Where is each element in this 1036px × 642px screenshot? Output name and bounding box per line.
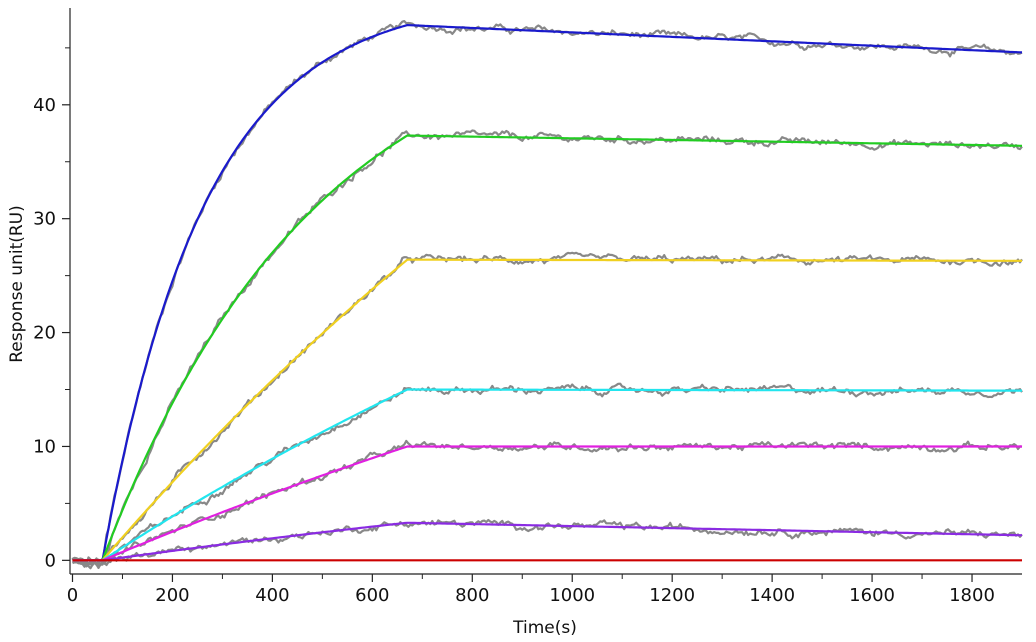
y-tick-label: 0 — [45, 550, 56, 571]
x-tick-label: 800 — [455, 585, 489, 606]
measured-trace-2 — [72, 129, 1023, 569]
measured-trace-4 — [71, 382, 1023, 568]
fit-curve-6 — [72, 521, 1023, 562]
measured-trace-1 — [71, 20, 1023, 566]
x-tick-label: 1400 — [749, 585, 795, 606]
y-tick-label: 30 — [33, 209, 56, 230]
y-tick-label: 10 — [33, 436, 56, 457]
fit-curve-4 — [72, 388, 1022, 562]
fit-curve-2 — [72, 134, 1022, 562]
measured-trace-6 — [71, 518, 1023, 567]
x-tick-label: 1000 — [549, 585, 595, 606]
measured-curves — [71, 20, 1023, 570]
y-tick-label: 20 — [33, 323, 56, 344]
y-tick-label: 40 — [33, 95, 56, 116]
fitted-curves — [72, 24, 1023, 562]
x-axis-title: Time(s) — [512, 618, 577, 638]
measured-trace-5 — [72, 439, 1023, 570]
x-tick-label: 1200 — [649, 585, 695, 606]
fit-curve-3 — [72, 258, 1022, 562]
x-tick-label: 600 — [355, 585, 389, 606]
y-axis-title: Response unit(RU) — [7, 205, 27, 363]
x-tick-label: 1600 — [849, 585, 895, 606]
x-tick-label: 200 — [155, 585, 189, 606]
fit-curve-1 — [72, 24, 1023, 562]
x-tick-label: 0 — [67, 585, 78, 606]
axes-group: 0 200 400 600 800 1000 1200 1400 1600 1800 0 10 20 30… — [33, 8, 1022, 606]
fit-curve-5 — [72, 445, 1022, 562]
x-tick-label: 1800 — [949, 585, 995, 606]
x-tick-label: 400 — [255, 585, 289, 606]
